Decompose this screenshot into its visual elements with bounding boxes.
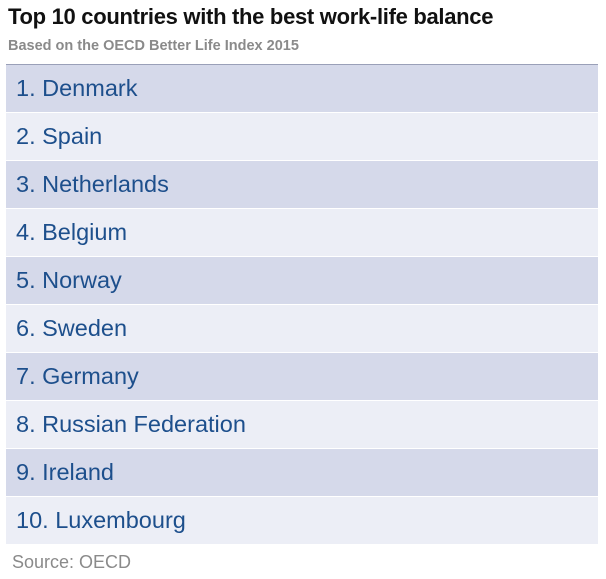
list-item: 5. Norway xyxy=(6,257,598,305)
subtitle: Based on the OECD Better Life Index 2015 xyxy=(8,38,299,54)
list-item: 2. Spain xyxy=(6,113,598,161)
list-item: 4. Belgium xyxy=(6,209,598,257)
list-item: 6. Sweden xyxy=(6,305,598,353)
list-item: 10. Luxembourg xyxy=(6,497,598,545)
list-item: 1. Denmark xyxy=(6,65,598,113)
list-item: 7. Germany xyxy=(6,353,598,401)
list-item: 8. Russian Federation xyxy=(6,401,598,449)
list-item: 9. Ireland xyxy=(6,449,598,497)
ranked-list: 1. Denmark 2. Spain 3. Netherlands 4. Belgi… xyxy=(6,64,598,545)
source-note: Source: OECD xyxy=(12,552,132,572)
list-item: 3. Netherlands xyxy=(6,161,598,209)
title: Top 10 countries with the best work-life… xyxy=(8,4,494,29)
